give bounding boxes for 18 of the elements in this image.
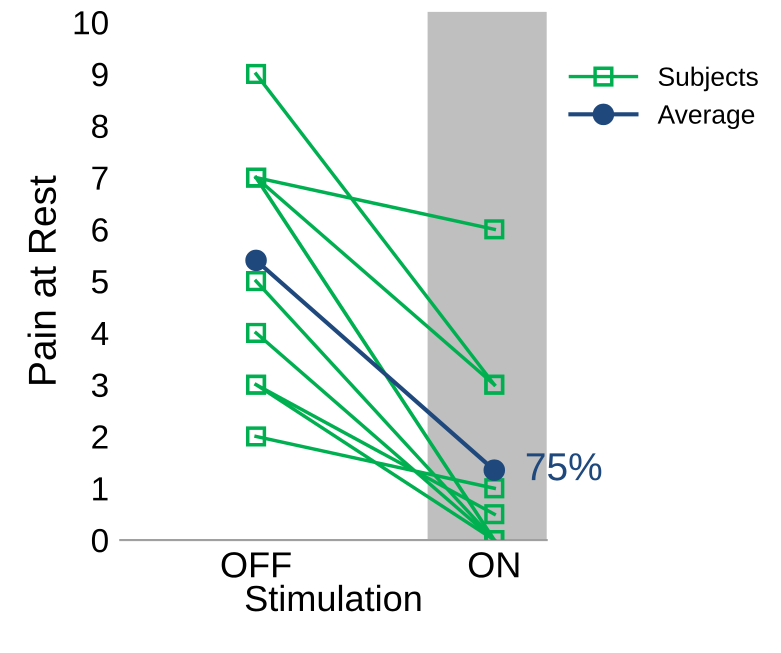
- y-tick-label: 5: [92, 270, 108, 294]
- x-tick-label: ON: [468, 552, 518, 578]
- y-axis-title: Pain at Rest: [28, 175, 56, 384]
- annotation: 75%: [526, 453, 602, 481]
- y-tick-label: 1: [93, 477, 108, 500]
- x-tick-label: OFF: [222, 552, 291, 578]
- y-tick-label: 6: [92, 218, 108, 242]
- x-axis-title: Stimulation: [246, 584, 420, 612]
- y-tick-label: 0: [92, 528, 108, 552]
- y-tick-label: 8: [92, 114, 108, 138]
- legend-label: Average: [658, 105, 754, 130]
- y-tick-label: 3: [92, 373, 108, 398]
- legend-label: Subjects: [658, 66, 758, 92]
- y-tick-label: 10: [74, 11, 108, 35]
- y-tick-label: 7: [92, 166, 108, 190]
- y-tick-label: 4: [91, 322, 108, 345]
- y-tick-label: 2: [92, 425, 108, 449]
- y-tick-label: 9: [92, 62, 108, 86]
